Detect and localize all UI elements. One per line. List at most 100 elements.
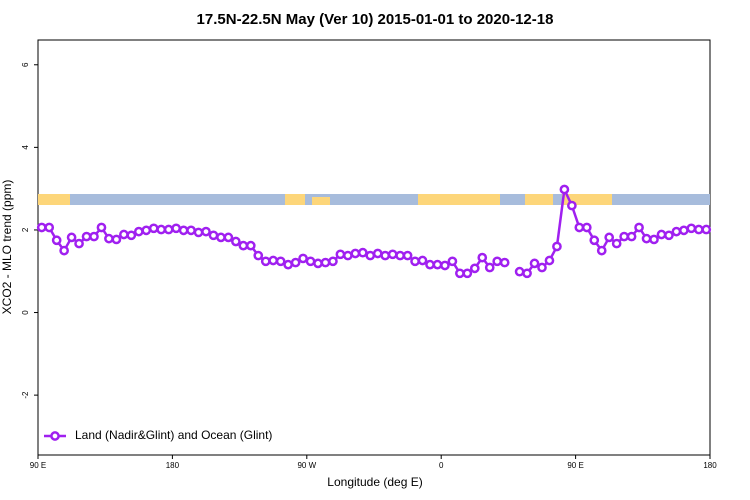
data-point [619, 231, 629, 242]
land-band [285, 194, 305, 205]
data-point [268, 255, 279, 266]
data-point [156, 224, 167, 235]
data-point [59, 245, 69, 256]
data-point [417, 255, 428, 266]
y-axis-label: XCO2 - MLO trend (ppm) [0, 180, 14, 315]
land-band [38, 194, 70, 205]
data-point [387, 249, 398, 260]
data-point [425, 259, 435, 270]
data-point [208, 230, 219, 241]
data-point [111, 234, 122, 245]
data-point [178, 225, 189, 236]
data-point [604, 232, 615, 243]
data-point [328, 256, 338, 267]
x-axis-label: Longitude (deg E) [327, 475, 422, 489]
data-point [245, 240, 256, 251]
data-point [432, 259, 443, 270]
data-point [357, 247, 368, 258]
land-band [525, 194, 553, 205]
data-point [275, 256, 286, 267]
data-point [163, 224, 174, 235]
plot-frame [37, 39, 711, 456]
data-point [126, 230, 137, 241]
data-point [365, 250, 376, 261]
data-point [484, 262, 495, 273]
data-point [320, 257, 331, 268]
data-point [148, 223, 159, 234]
legend-marker [50, 431, 60, 441]
x-tick-label: 180 [166, 461, 180, 470]
data-point [201, 226, 211, 237]
data-point [544, 255, 555, 266]
data-point [477, 252, 488, 263]
y-tick-label: 2 [21, 227, 30, 232]
x-tick-label: 0 [439, 461, 444, 470]
legend-label: Land (Nadir&Glint) and Ocean (Glint) [75, 428, 272, 442]
data-point [313, 258, 323, 269]
data-point [283, 259, 293, 270]
data-point [223, 232, 234, 243]
x-tick-label: 180 [703, 461, 717, 470]
data-point [402, 250, 413, 261]
land-band [418, 194, 500, 205]
data-point [253, 250, 264, 261]
data-point [455, 268, 465, 279]
data-point [664, 230, 674, 241]
data-point [447, 256, 458, 267]
data-point [343, 250, 353, 261]
data-point [686, 223, 697, 234]
data-point [51, 235, 62, 246]
y-tick-label: 0 [21, 310, 30, 315]
data-point [305, 256, 316, 267]
data-point [492, 256, 503, 267]
land-mask-strip [38, 194, 710, 205]
data-point [567, 200, 577, 211]
data-point [574, 222, 585, 233]
data-point [260, 256, 271, 267]
data-point [36, 222, 47, 233]
data-point [193, 227, 204, 238]
data-point [74, 238, 84, 249]
data-point [372, 248, 383, 259]
chart-title: 17.5N-22.5N May (Ver 10) 2015-01-01 to 2… [197, 11, 554, 28]
data-point [701, 224, 712, 235]
x-tick-label: 90 W [297, 461, 316, 470]
data-point [290, 257, 301, 268]
data-point [514, 266, 525, 277]
data-point [693, 224, 704, 235]
data-point [81, 231, 92, 242]
ocean-band [38, 194, 710, 205]
data-point [589, 235, 600, 246]
data-point [611, 238, 622, 249]
data-point [133, 226, 144, 237]
data-point [119, 229, 129, 240]
data-point [596, 245, 607, 256]
data-point [529, 258, 540, 269]
data-point [96, 222, 107, 233]
data-point [171, 223, 181, 234]
data-point [186, 225, 196, 236]
data-point [499, 257, 510, 268]
data-point [552, 241, 562, 252]
data-point [141, 225, 152, 236]
x-tick-label: 90 E [567, 461, 583, 470]
y-tick-label: 4 [21, 145, 30, 150]
data-point [395, 250, 405, 261]
data-point [440, 260, 450, 271]
data-point [671, 226, 682, 237]
data-point [335, 249, 346, 260]
data-point [679, 225, 689, 236]
data-point [298, 253, 308, 264]
data-point [238, 240, 249, 251]
data-point [537, 262, 547, 273]
data-point [581, 222, 592, 233]
data-point [469, 263, 480, 274]
data-point [634, 222, 644, 233]
data-point [89, 231, 99, 242]
data-point [410, 256, 420, 267]
land-band [562, 194, 612, 205]
y-tick-label: -2 [21, 391, 30, 399]
data-point [104, 233, 114, 244]
data-point [380, 250, 391, 261]
